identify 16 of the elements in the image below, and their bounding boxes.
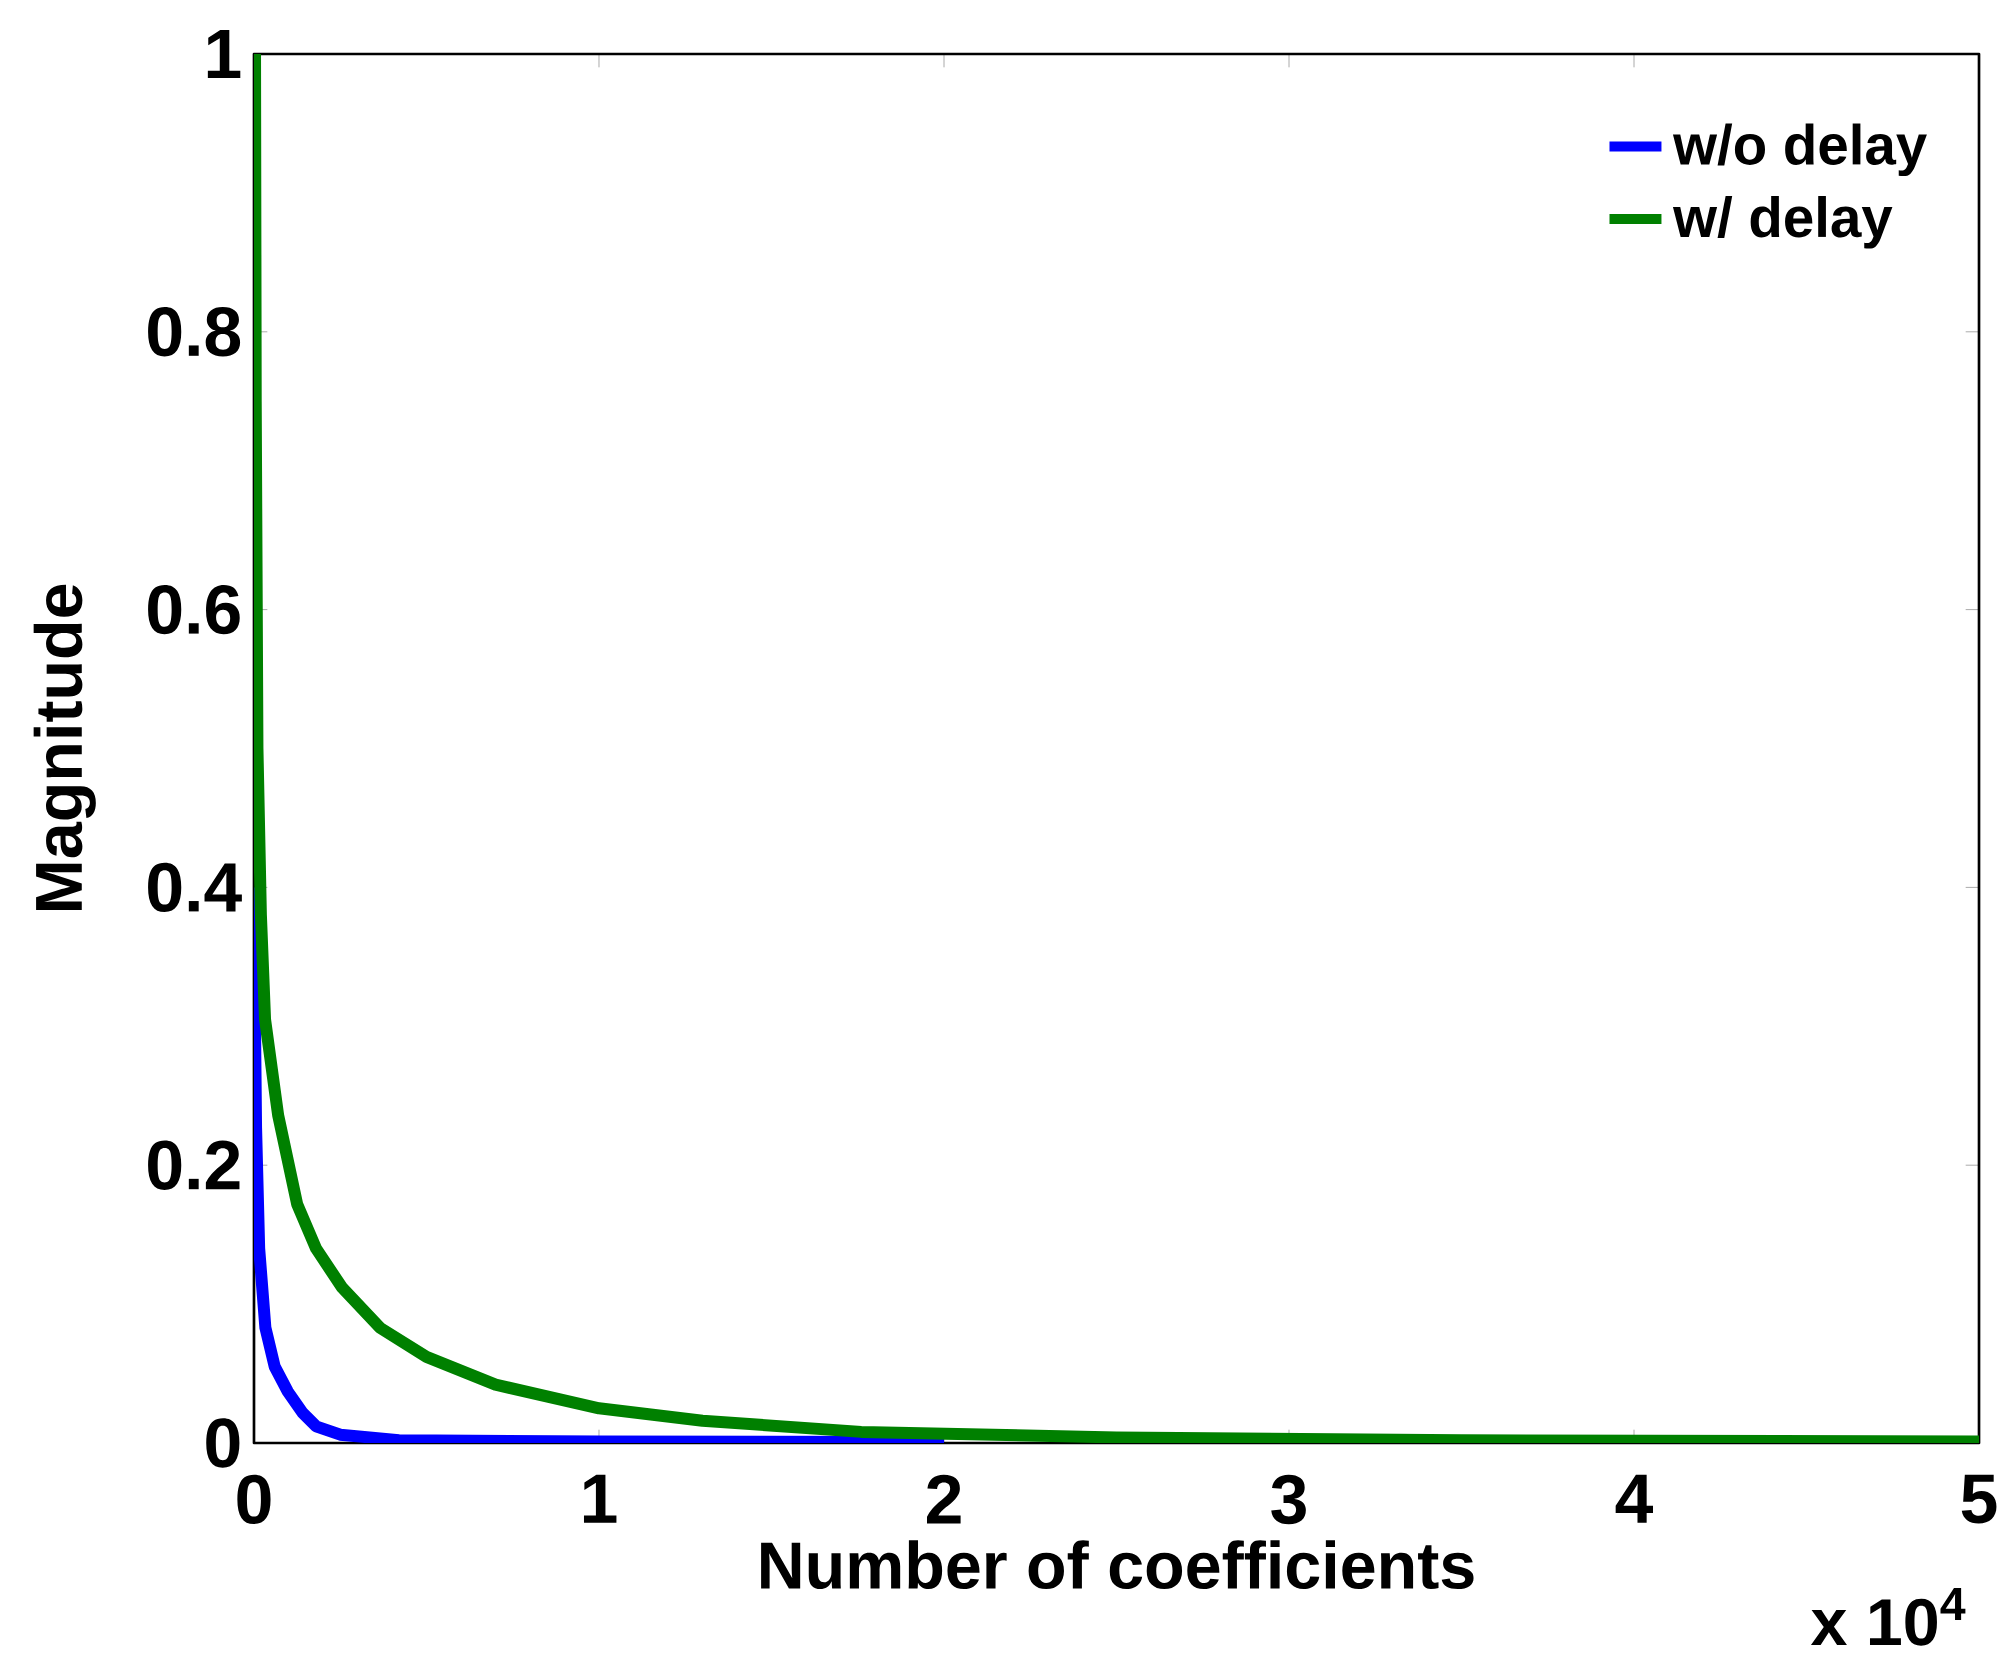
y-tick-label: 0.8 xyxy=(148,307,241,357)
legend-label: w/o delay xyxy=(1672,123,1927,177)
x-tick-label: 5 xyxy=(1961,1474,1997,1524)
text: x 10$^{4}$ xyxy=(1810,1588,1966,1646)
y-tick-label: 0.6 xyxy=(148,584,240,635)
y-tick-label: 1 xyxy=(207,30,241,78)
x-tick-label: 4 xyxy=(1615,1474,1654,1523)
y-axis-title: Magnitude xyxy=(33,584,96,911)
legend-label: w/ delay xyxy=(1672,196,1893,249)
x-axis-title: Number of coefficients xyxy=(761,1540,1474,1590)
y-tick-label: 0 xyxy=(206,1418,240,1468)
x-tick-label: 1 xyxy=(583,1474,617,1523)
y-tick-label: 0.4 xyxy=(148,862,242,913)
y-tick-label: 0.2 xyxy=(148,1140,240,1190)
x-tick-label: 2 xyxy=(927,1474,961,1524)
x-tick-label: 3 xyxy=(1271,1474,1306,1525)
